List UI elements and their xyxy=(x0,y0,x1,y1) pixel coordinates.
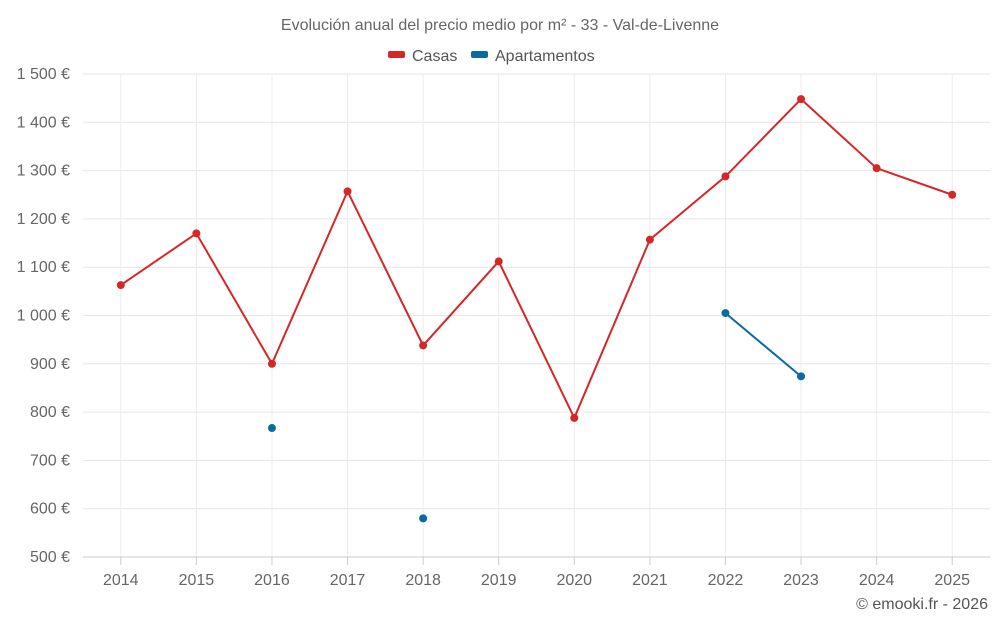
y-tick-label: 900 € xyxy=(30,356,70,373)
data-point[interactable] xyxy=(721,309,730,318)
data-point[interactable] xyxy=(116,281,125,290)
data-point[interactable] xyxy=(797,372,806,381)
x-tick-label: 2018 xyxy=(405,572,441,589)
x-tick-label: 2023 xyxy=(783,572,819,589)
series-apartamentos xyxy=(267,309,806,523)
data-point[interactable] xyxy=(797,95,806,104)
grid xyxy=(83,73,990,557)
y-tick-label: 1 500 € xyxy=(17,66,70,83)
y-tick-label: 1 100 € xyxy=(17,259,70,276)
y-tick-label: 800 € xyxy=(30,404,70,421)
x-tick-label: 2014 xyxy=(103,572,139,589)
legend-swatch xyxy=(471,51,488,58)
legend-label: Casas xyxy=(412,48,457,65)
data-point[interactable] xyxy=(267,359,276,368)
series-casas xyxy=(116,95,957,422)
legend: Casas Apartamentos xyxy=(388,48,595,65)
data-point[interactable] xyxy=(721,172,730,181)
y-tick-label: 1 000 € xyxy=(17,308,70,325)
data-point[interactable] xyxy=(343,187,352,196)
y-tick-label: 500 € xyxy=(30,549,70,566)
y-tick-label: 1 300 € xyxy=(17,163,70,180)
data-point[interactable] xyxy=(419,341,428,350)
x-tick-label: 2015 xyxy=(179,572,215,589)
chart-title: Evolución anual del precio medio por m² … xyxy=(281,17,719,34)
y-tick-label: 1 200 € xyxy=(17,211,70,228)
credit-text: © emooki.fr - 2026 xyxy=(856,596,988,613)
y-tick-label: 600 € xyxy=(30,501,70,518)
series-line xyxy=(120,97,953,421)
data-point[interactable] xyxy=(872,164,881,173)
data-point[interactable] xyxy=(948,190,957,199)
legend-swatch xyxy=(388,51,405,58)
axes: 500 € 600 € 700 € 800 € 900 € 1 000 € 1 100 € 1… xyxy=(17,66,990,589)
x-tick-label: 2021 xyxy=(632,572,668,589)
data-point[interactable] xyxy=(419,514,428,523)
y-tick-label: 1 400 € xyxy=(17,114,70,131)
data-point[interactable] xyxy=(645,235,654,244)
x-tick-label: 2024 xyxy=(859,572,895,589)
x-tick-label: 2017 xyxy=(330,572,366,589)
x-tick-label: 2025 xyxy=(934,572,970,589)
data-point[interactable] xyxy=(267,424,276,433)
legend-label: Apartamentos xyxy=(495,48,595,65)
data-point[interactable] xyxy=(494,257,503,266)
x-tick-label: 2020 xyxy=(556,572,592,589)
data-point[interactable] xyxy=(192,229,201,238)
legend-item-apartamentos[interactable]: Apartamentos xyxy=(471,48,595,65)
series xyxy=(116,95,957,523)
series-line xyxy=(724,312,802,378)
legend-item-casas[interactable]: Casas xyxy=(388,48,457,65)
x-tick-label: 2019 xyxy=(481,572,517,589)
y-tick-label: 700 € xyxy=(30,452,70,469)
data-point[interactable] xyxy=(570,413,579,422)
x-tick-label: 2016 xyxy=(254,572,290,589)
x-tick-label: 2022 xyxy=(708,572,744,589)
